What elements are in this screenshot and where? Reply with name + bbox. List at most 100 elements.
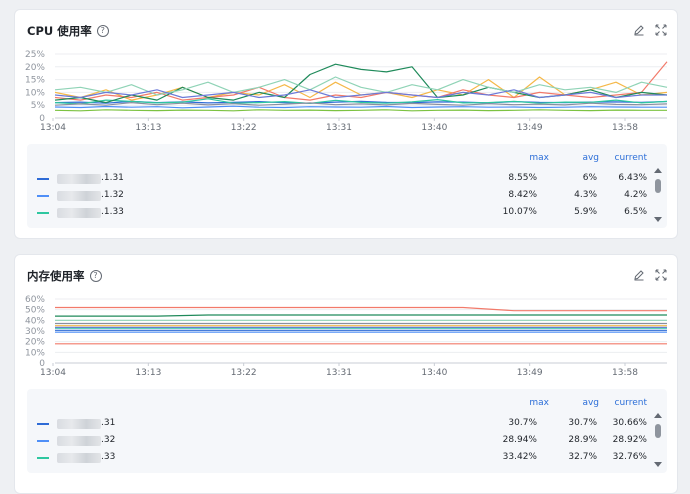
y-tick-label: 10% [25,348,45,358]
memory-legend-table: max avg current .31 30.7% 30.7% 30.66% .… [27,389,667,473]
x-tick-label: 13:04 [40,368,66,378]
ip-blur [57,191,101,201]
x-tick-label: 13:04 [40,123,66,133]
ip-label: .1.33 [101,207,124,217]
avg-value: 6% [582,173,597,183]
series-line [55,314,667,317]
series-line [55,306,667,312]
scroll-down-icon[interactable] [654,462,662,467]
scroll-down-icon[interactable] [654,217,662,222]
current-value: 28.92% [612,435,647,445]
legend-header-max[interactable]: max [529,398,549,408]
current-value: 30.66% [612,418,647,428]
max-value: 28.94% [502,435,537,445]
pencil-icon[interactable] [633,24,645,36]
scroll-up-icon[interactable] [654,168,662,173]
series-swatch [37,195,49,197]
ip-blur [57,419,101,429]
ip-label: .1.32 [101,190,124,200]
x-tick-label: 13:40 [421,123,447,133]
memory-usage-panel: 内存使用率 ? 60% 50% 40% 30% 20% 10% 0 13:04 13:13 13:… [14,254,678,494]
scroll-up-icon[interactable] [654,413,662,418]
legend-scrollbar[interactable] [653,168,663,222]
scroll-thumb[interactable] [655,179,661,193]
x-tick-label: 13:40 [421,368,447,378]
avg-value: 30.7% [568,418,597,428]
x-tick-label: 13:49 [517,123,543,133]
series-line [54,101,668,106]
current-value: 6.43% [618,173,647,183]
x-tick-label: 13:22 [231,368,257,378]
scroll-thumb[interactable] [655,424,661,438]
ip-blur [57,174,101,184]
current-value: 6.5% [624,207,647,217]
fullscreen-icon[interactable] [655,24,667,36]
current-value: 32.76% [612,452,647,462]
series-swatch [37,457,49,459]
ip-label: .33 [101,452,116,462]
fullscreen-icon[interactable] [655,269,667,281]
legend-header-avg[interactable]: avg [582,398,599,408]
x-tick-label: 13:13 [135,123,161,133]
x-tick-label: 13:13 [135,368,161,378]
x-tick-label: 13:31 [326,123,352,133]
memory-line-chart: 60% 50% 40% 30% 20% 10% 0 13:04 13:13 13:22 13:31 1… [15,293,679,389]
legend-row[interactable]: .33 33.42% 32.7% 32.76% [27,449,667,467]
current-value: 4.2% [624,190,647,200]
cpu-usage-panel: CPU 使用率 ? 25% 20% 15% 10% 5% 0 13:04 13:13 13:22… [14,9,678,239]
series-line [54,98,668,105]
memory-chart-svg: 60%50%40%30%20%10%013:04 13:13 13:22 13:31 1… [25,295,667,378]
series-swatch [37,423,49,425]
panel-title-text: 内存使用率 [27,269,85,283]
y-tick-label: 0 [39,114,45,124]
y-tick-label: 15% [25,76,45,86]
max-value: 30.7% [508,418,537,428]
x-tick-label: 13:31 [326,368,352,378]
legend-row[interactable]: .1.33 10.07% 5.9% 6.5% [27,204,667,222]
legend-scrollbar[interactable] [653,413,663,467]
pencil-icon[interactable] [633,269,645,281]
series-line [54,76,668,96]
avg-value: 28.9% [568,435,597,445]
y-tick-label: 20% [25,338,45,348]
y-tick-label: 5% [31,101,46,111]
x-tick-label: 13:22 [231,123,257,133]
ip-label: .1.31 [101,173,124,183]
max-value: 33.42% [502,452,537,462]
ip-blur [57,208,101,218]
cpu-line-chart: 25% 20% 15% 10% 5% 0 13:04 13:13 13:22 13:31 13:40… [15,48,679,144]
legend-header-current[interactable]: current [614,153,647,163]
ip-blur [57,453,101,463]
series-swatch [37,178,49,180]
legend-header-max[interactable]: max [529,153,549,163]
y-tick-label: 50% [25,306,45,316]
legend-header-current[interactable]: current [614,398,647,408]
panel-title: CPU 使用率 ? [27,23,109,39]
x-tick-label: 13:49 [517,368,543,378]
avg-value: 32.7% [568,452,597,462]
cpu-chart-svg: 25% 20% 15% 10% 5% 013:04 13:13 13:22 13:31 13:40… [25,50,668,133]
avg-value: 4.3% [574,190,597,200]
series-line [54,109,667,112]
legend-row[interactable]: .1.31 8.55% 6% 6.43% [27,170,667,188]
legend-header-avg[interactable]: avg [582,153,599,163]
y-tick-label: 40% [25,316,45,326]
series-line [54,105,667,109]
legend-row[interactable]: .32 28.94% 28.9% 28.92% [27,432,667,450]
y-tick-label: 25% [25,50,45,60]
y-tick-label: 60% [25,295,45,305]
question-circle-icon[interactable]: ? [96,25,109,37]
avg-value: 5.9% [574,207,597,217]
question-circle-icon[interactable]: ? [89,270,102,282]
panel-title: 内存使用率 ? [27,268,102,284]
ip-label: .31 [101,418,116,428]
y-tick-label: 20% [25,63,45,73]
y-tick-label: 30% [25,327,45,337]
series-swatch [37,212,49,214]
ip-blur [57,436,101,446]
cpu-legend-table: max avg current .1.31 8.55% 6% 6.43% .1.… [27,144,667,228]
legend-row[interactable]: .31 30.7% 30.7% 30.66% [27,415,667,433]
series-swatch [37,440,49,442]
legend-row[interactable]: .1.32 8.42% 4.3% 4.2% [27,187,667,205]
max-value: 8.42% [508,190,537,200]
